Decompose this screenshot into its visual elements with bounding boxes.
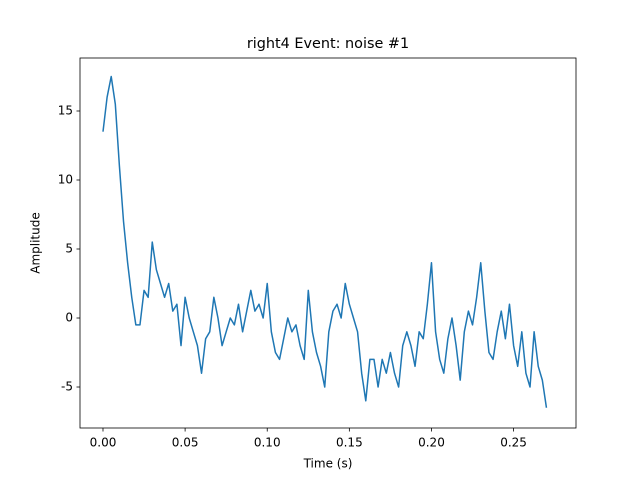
y-axis-label: Amplitude — [29, 212, 43, 274]
x-axis-label: Time (s) — [303, 457, 353, 471]
x-tick-label: 0.05 — [172, 436, 199, 450]
x-tick-label: 0.15 — [336, 436, 363, 450]
x-tick-label: 0.10 — [254, 436, 281, 450]
x-tick-label: 0.20 — [418, 436, 445, 450]
y-tick-label: -5 — [61, 380, 73, 394]
data-line — [102, 75, 548, 408]
chart-title: right4 Event: noise #1 — [247, 36, 409, 52]
x-tick-label: 0.25 — [500, 436, 527, 450]
x-tick-label: 0.00 — [90, 436, 117, 450]
axes-frame — [79, 57, 577, 429]
y-tick-label: 10 — [58, 172, 73, 186]
y-tick-label: 5 — [65, 242, 73, 256]
y-tick-label: 15 — [58, 103, 73, 117]
y-tick-label: 0 — [65, 311, 73, 325]
